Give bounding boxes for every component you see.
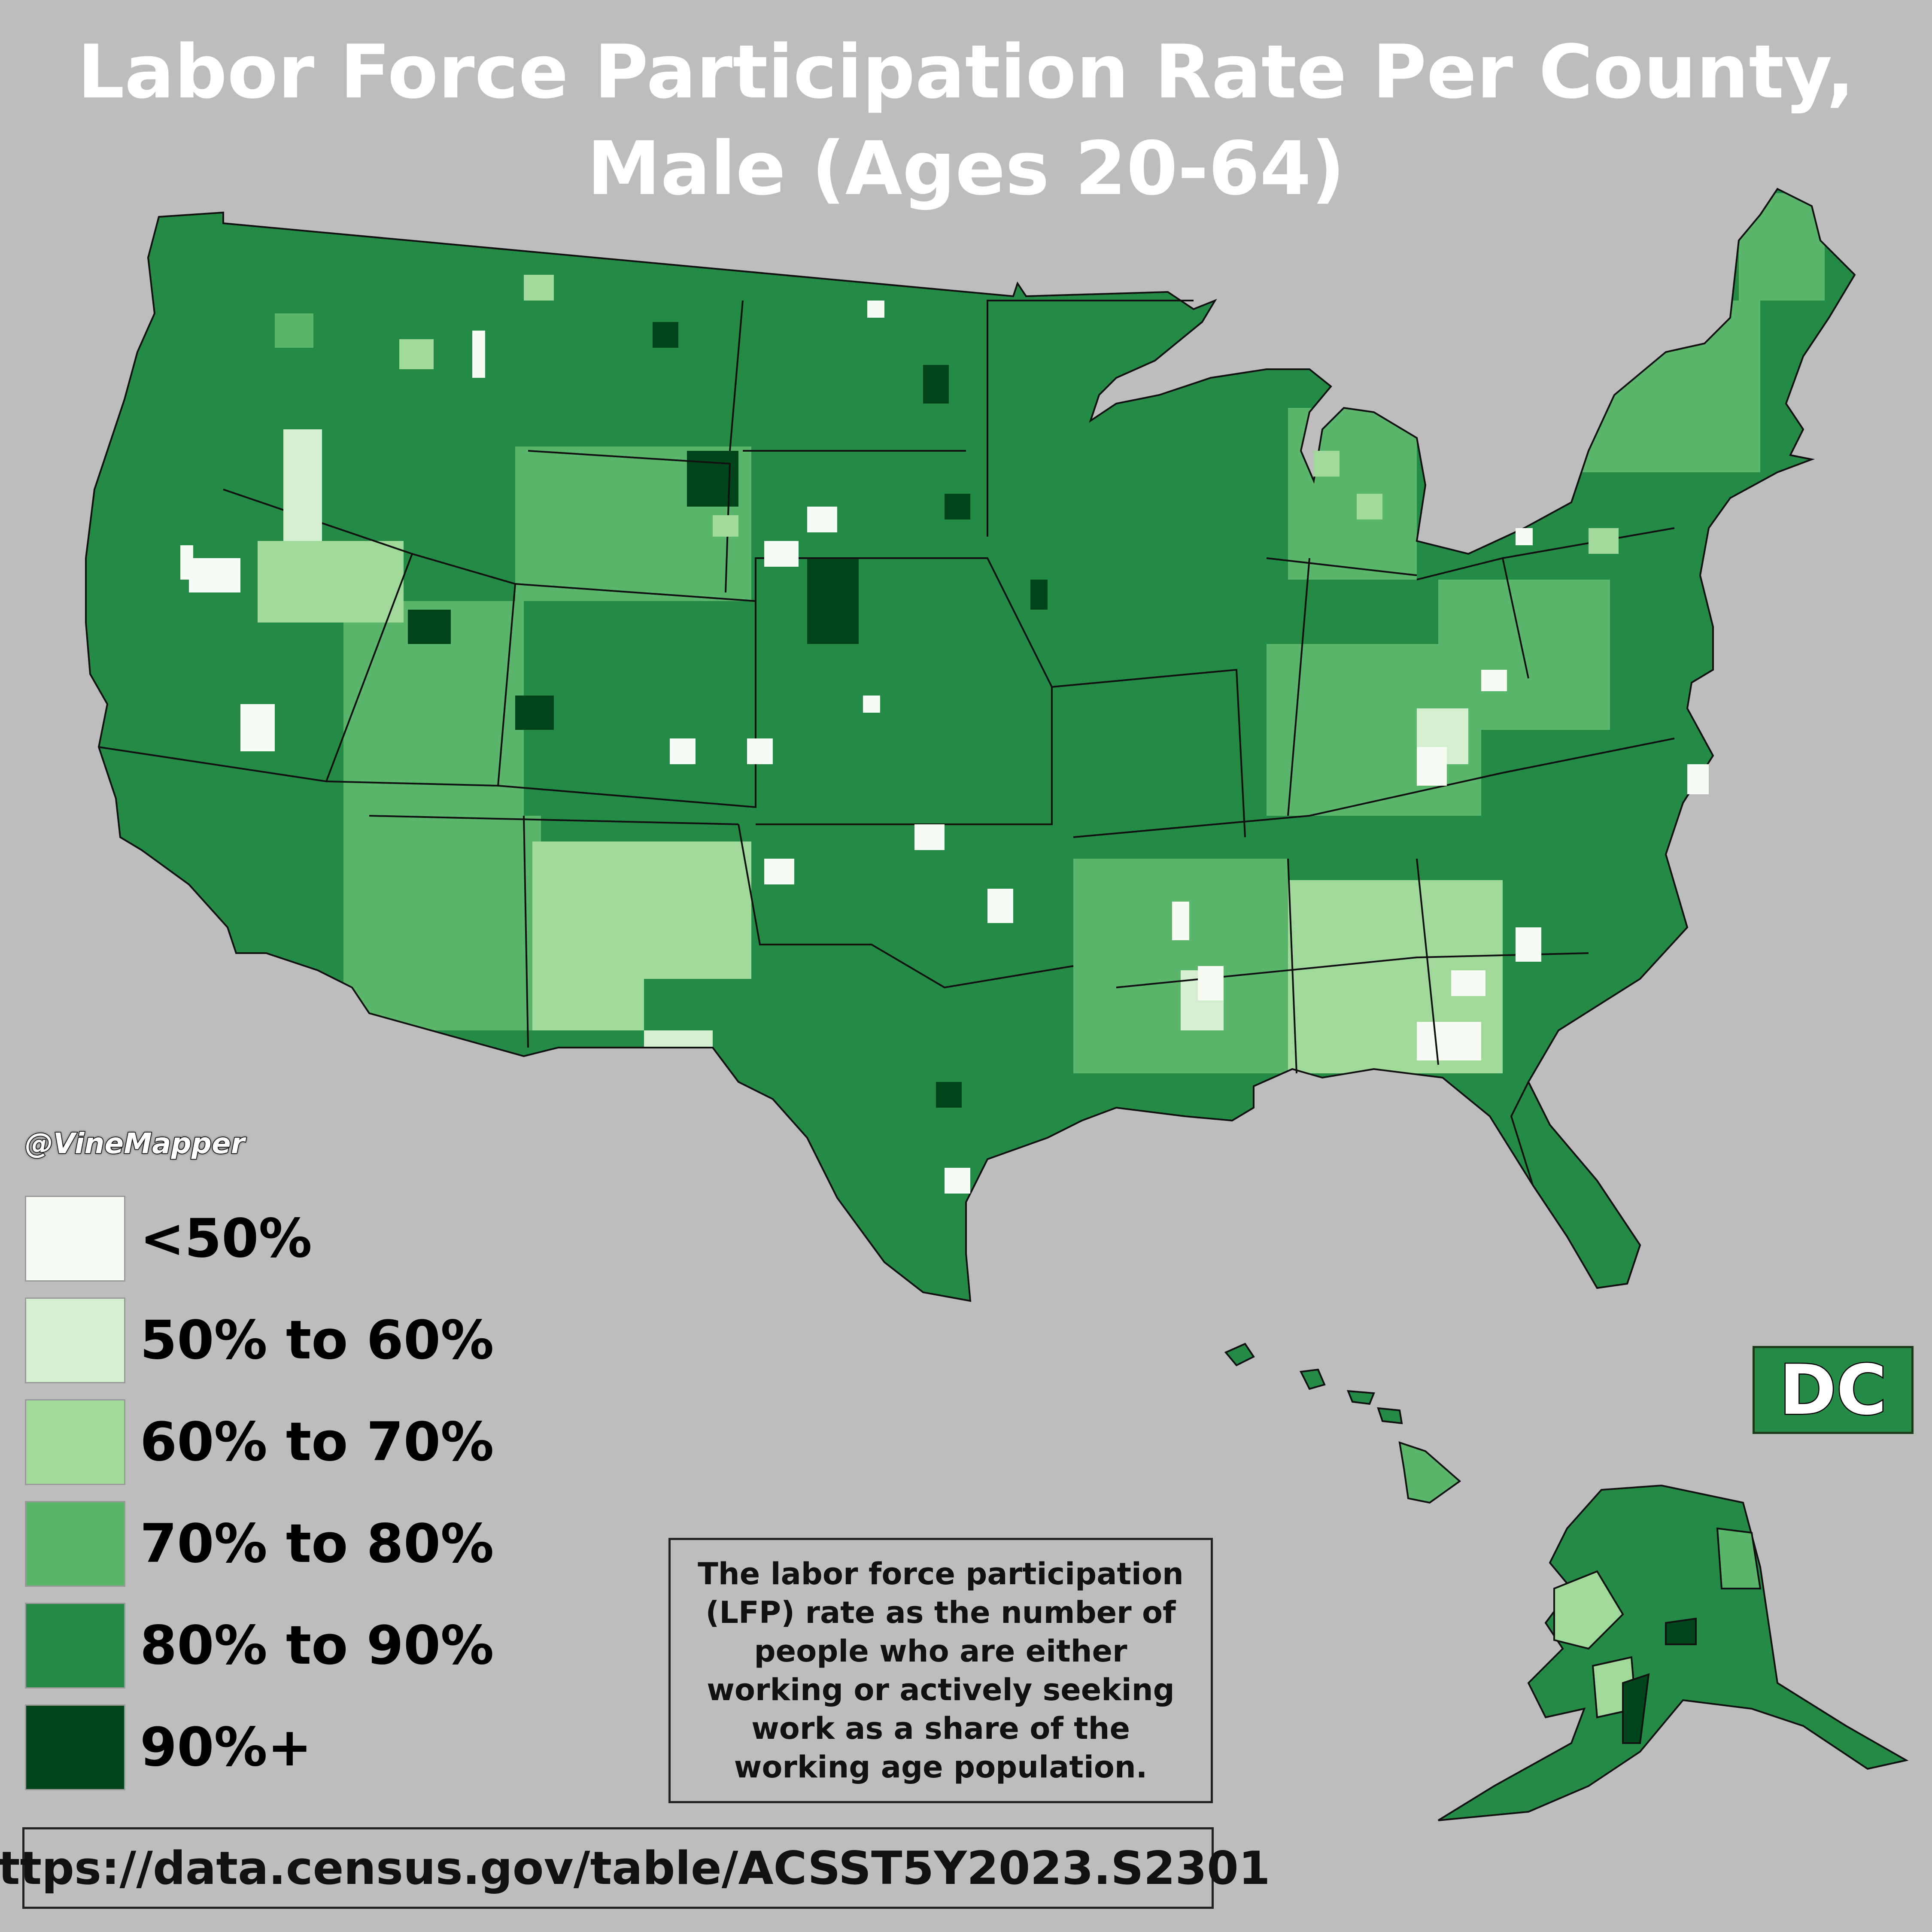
legend-swatch [25, 1297, 125, 1383]
legend-label: 60% to 70% [140, 1411, 494, 1473]
legend-swatch [25, 1399, 125, 1485]
title-line-2: Male (Ages 20-64) [587, 125, 1345, 212]
dc-inset: DC [1753, 1346, 1914, 1434]
legend-swatch [25, 1196, 125, 1282]
florida-peninsula [1510, 1080, 1641, 1289]
alaska [1437, 1484, 1909, 1821]
contiguous-us [85, 188, 1856, 1302]
legend-label: <50% [140, 1208, 312, 1270]
map-title: Labor Force Participation Rate Per Count… [0, 24, 1932, 217]
definition-box: The labor force participation (LFP) rate… [668, 1538, 1213, 1803]
title-line-1: Labor Force Participation Rate Per Count… [77, 29, 1855, 115]
legend-label: 80% to 90% [140, 1615, 494, 1677]
county-detail [275, 275, 1709, 1194]
dc-label: DC [1778, 1349, 1888, 1431]
legend-label: 50% to 60% [140, 1309, 494, 1371]
legend-swatch [25, 1603, 125, 1689]
legend-label: 70% to 80% [140, 1513, 494, 1575]
source-url[interactable]: https://data.census.gov/table/ACSST5Y202… [0, 1841, 1270, 1895]
definition-text: The labor force participation (LFP) rate… [698, 1556, 1184, 1785]
legend-swatch [25, 1501, 125, 1587]
legend-label: 90%+ [140, 1716, 312, 1778]
hawaii [1224, 1343, 1461, 1504]
legend-swatch [25, 1704, 125, 1790]
credit-label: @VineMapper [24, 1127, 245, 1161]
source-box: https://data.census.gov/table/ACSST5Y202… [0, 1827, 1270, 1909]
